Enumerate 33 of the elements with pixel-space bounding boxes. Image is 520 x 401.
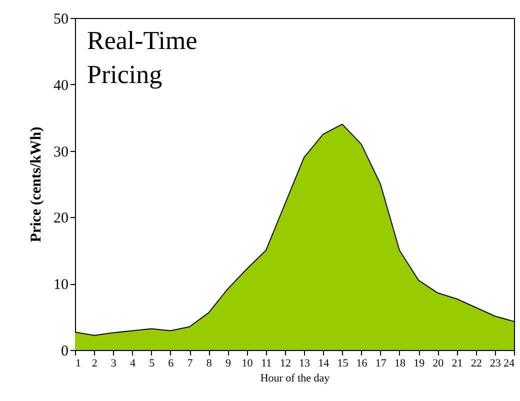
x-tick-label: 13: [299, 358, 311, 370]
x-axis-title: Hour of the day: [260, 372, 330, 384]
x-tick-label: 22: [470, 358, 482, 370]
x-tick-label: 10: [242, 358, 254, 370]
x-tick-label: 9: [225, 358, 232, 370]
x-tick-label: 12: [280, 358, 291, 370]
x-tick-label: 15: [337, 358, 349, 370]
x-tick-label: 18: [394, 358, 406, 370]
x-tick-label: 24: [504, 358, 515, 370]
x-tick-label: 8: [206, 358, 212, 370]
x-tick-label: 3: [110, 358, 117, 370]
x-tick-label: 23: [490, 358, 502, 370]
y-axis-title: Price (cents/kWh): [28, 126, 44, 242]
y-tick-label: 30: [54, 144, 68, 160]
x-tick-label: 19: [414, 358, 426, 370]
x-tick-label: 4: [130, 358, 136, 370]
x-tick-label: 16: [356, 358, 368, 370]
y-tick-label: 0: [61, 344, 68, 360]
x-tick-label: 5: [149, 358, 156, 370]
x-tick-label: 11: [261, 358, 272, 370]
text: Real-Time Pricing: [87, 26, 198, 89]
x-tick-label: 7: [187, 358, 194, 370]
x-tick-label: 6: [168, 358, 174, 370]
x-tick-label: 20: [432, 358, 444, 370]
y-tick-label: 10: [54, 277, 68, 294]
x-tick-label: 17: [375, 358, 387, 370]
x-tick-label: 14: [318, 358, 330, 370]
y-tick-label: 40: [54, 78, 68, 94]
x-tick-label: 1: [76, 358, 81, 370]
y-tick-label: 50: [54, 12, 68, 28]
x-tick-label: 2: [92, 358, 98, 370]
x-tick-label: 21: [452, 358, 463, 370]
y-tick-label: 20: [54, 210, 68, 227]
